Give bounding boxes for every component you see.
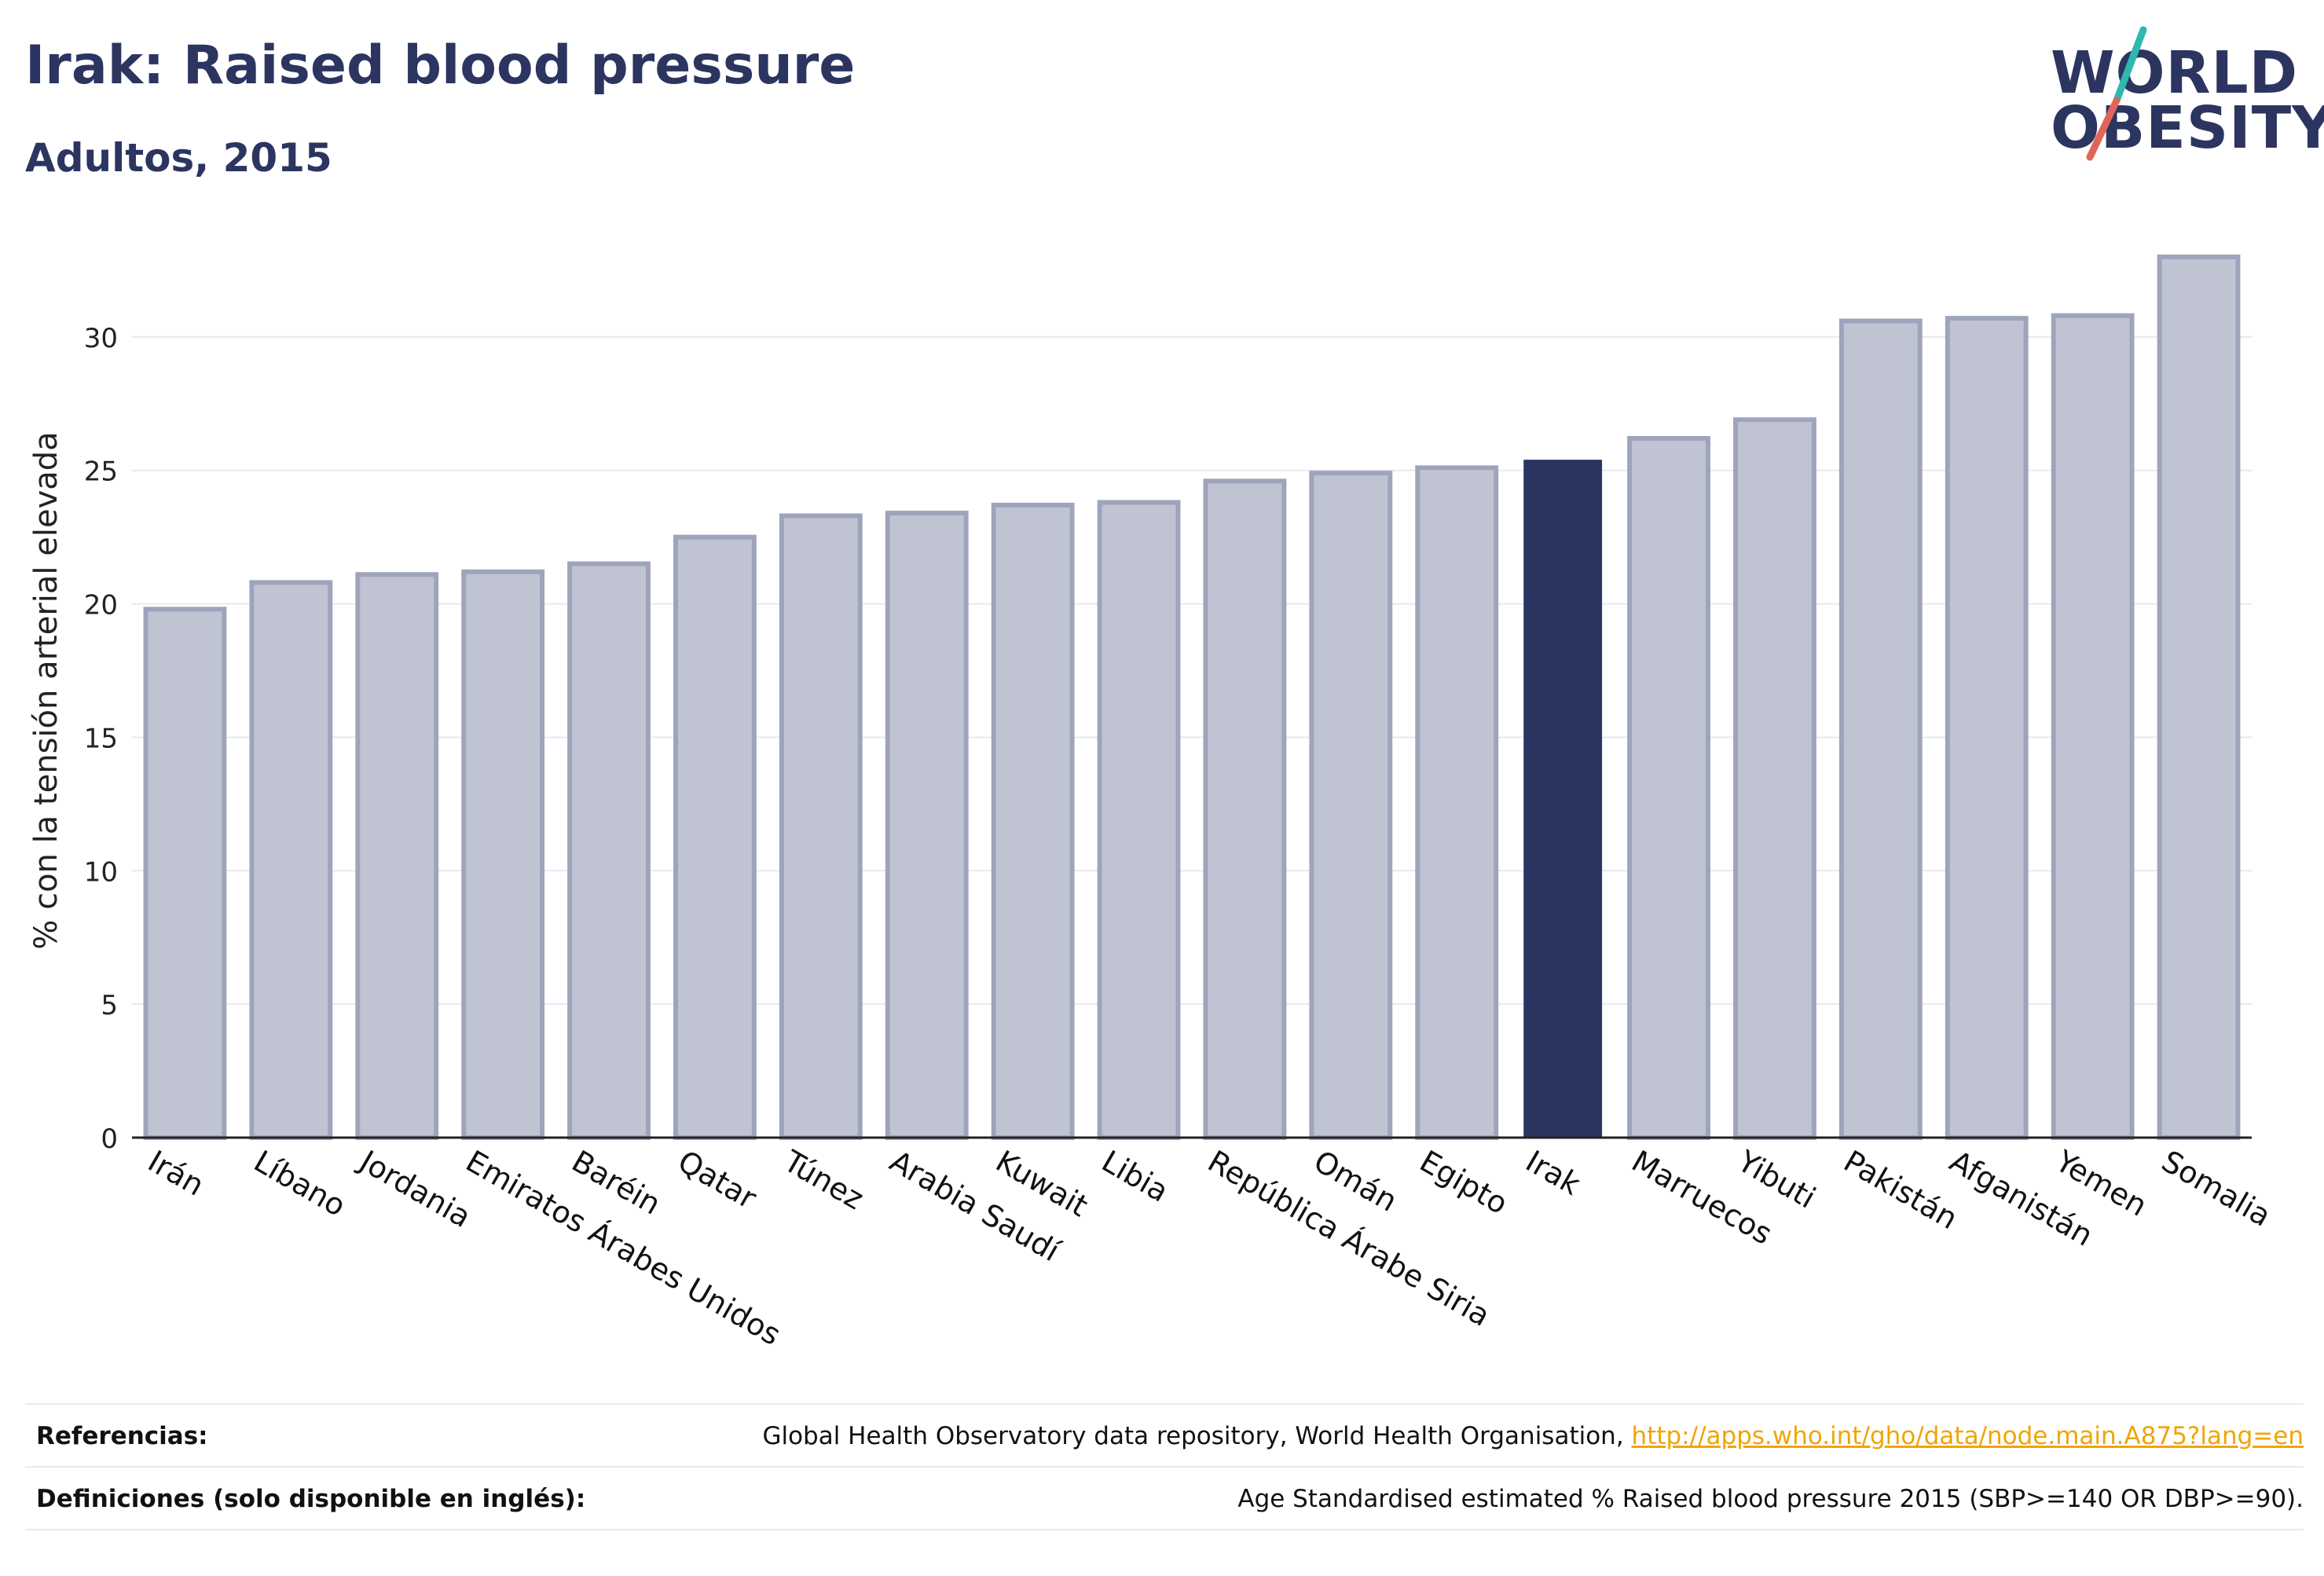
y-tick-label: 25 <box>84 456 118 488</box>
y-tick-label: 0 <box>101 1123 118 1155</box>
bar <box>1415 465 1499 1140</box>
bar <box>567 561 651 1140</box>
x-tick-label: Pakistán <box>1838 1144 1963 1237</box>
bar <box>1309 471 1393 1140</box>
chart-subtitle: Adultos, 2015 <box>25 135 332 181</box>
bar <box>1523 460 1603 1138</box>
logo-slash-icon <box>2086 26 2147 161</box>
references-text: Global Health Observatory data repositor… <box>762 1422 2304 1450</box>
x-tick-label: Qatar <box>672 1144 762 1216</box>
definitions-text: Age Standardised estimated % Raised bloo… <box>1237 1485 2304 1513</box>
bar <box>991 502 1075 1140</box>
bar <box>2051 313 2135 1141</box>
x-tick-label: Irak <box>1520 1144 1586 1202</box>
bar <box>143 607 227 1140</box>
x-tick-label: Somalia <box>2156 1144 2277 1233</box>
references-label: Referencias: <box>36 1422 208 1450</box>
x-tick-label: Libia <box>1096 1144 1175 1209</box>
bar <box>885 511 969 1140</box>
world-obesity-logo: WORLD OBESITY <box>2051 24 2324 173</box>
y-tick-label: 20 <box>84 590 118 621</box>
x-tick-label: Líbano <box>248 1144 352 1223</box>
bar <box>1945 316 2029 1140</box>
x-tick-label: Irán <box>142 1144 210 1203</box>
bar <box>1733 417 1816 1140</box>
x-tick-label: Egipto <box>1414 1144 1514 1222</box>
references-link[interactable]: http://apps.who.int/gho/data/node.main.A… <box>1631 1422 2304 1450</box>
x-tick-label: Jordania <box>353 1143 477 1234</box>
bar <box>1838 318 1923 1140</box>
definitions-label: Definiciones (solo disponible en inglés)… <box>36 1485 586 1513</box>
bar <box>1097 500 1181 1140</box>
y-tick-label: 15 <box>84 723 118 754</box>
references-row: Referencias: Global Health Observatory d… <box>25 1403 2304 1466</box>
chart-title: Irak: Raised blood pressure <box>25 35 856 97</box>
y-axis-label: % con la tensión arterial elevada <box>28 431 64 949</box>
bar <box>1627 435 1710 1140</box>
bar <box>1203 478 1287 1140</box>
bar <box>2157 254 2241 1140</box>
y-tick-label: 10 <box>84 856 118 888</box>
definitions-row: Definiciones (solo disponible en inglés)… <box>25 1466 2304 1530</box>
bar <box>355 572 439 1140</box>
bar <box>779 513 863 1140</box>
x-tick-label: Túnez <box>777 1143 869 1216</box>
y-tick-label: 5 <box>101 990 118 1021</box>
bar <box>673 534 757 1140</box>
bar-chart: 0 5 10 15 20 25 30 % con la tensión arterial el… <box>28 254 2277 1352</box>
y-tick-label: 30 <box>84 323 118 354</box>
bar <box>249 580 333 1140</box>
bar <box>461 569 545 1140</box>
